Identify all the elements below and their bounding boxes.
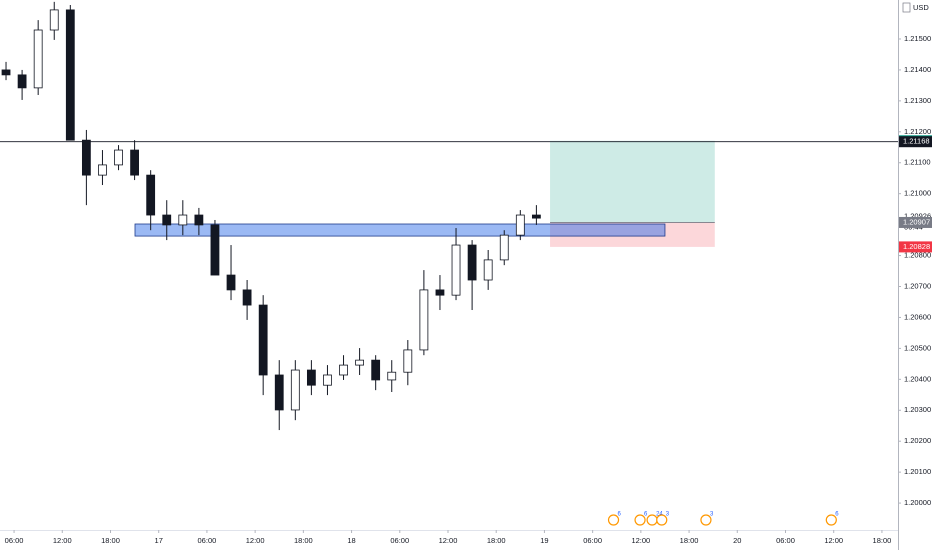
candle-body [531, 214, 541, 219]
candle-body [178, 214, 188, 226]
candle-body [1, 69, 11, 76]
candle-body [483, 259, 493, 281]
x-tick-label: 06:00 [198, 536, 217, 545]
y-tick-label: 1.21500 [904, 34, 931, 43]
y-tick-label: 1.20200 [904, 436, 931, 445]
y-tick-label: 1.21200 [904, 127, 931, 136]
candle-body [515, 214, 525, 236]
y-tick-label: 1.20600 [904, 312, 931, 321]
rectangle-drawing [134, 223, 666, 237]
x-tick-label: 06:00 [583, 536, 602, 545]
y-tick-label: 1.20400 [904, 374, 931, 383]
x-tick-label: 18:00 [294, 536, 313, 545]
candle-body [17, 74, 27, 89]
x-tick-label: 06:00 [776, 536, 795, 545]
x-tick-label: 06:00 [390, 536, 409, 545]
event-icon [700, 514, 712, 526]
candle-body [451, 244, 461, 296]
candle-body [242, 289, 252, 306]
x-tick-label: 12:00 [824, 536, 843, 545]
price-tag [899, 216, 932, 228]
candle-body [435, 289, 445, 296]
price-tag-label: 1.20828 [903, 242, 930, 251]
event-count: 6 [644, 512, 648, 518]
candle-body [226, 274, 236, 291]
y-tick-label: 1.20700 [904, 281, 931, 290]
candle-body [210, 224, 220, 276]
position-loss-zone [550, 222, 715, 247]
candle-body [274, 374, 284, 411]
y-tick-label: 1.20500 [904, 343, 931, 352]
candle-body [419, 289, 429, 351]
x-tick-label: 17 [155, 536, 163, 545]
y-tick-label: 1.21300 [904, 96, 931, 105]
price-tag [899, 241, 932, 253]
x-tick-label: 18 [347, 536, 355, 545]
price-tag-label: 1.21168 [903, 137, 930, 146]
event-count: 3 [666, 512, 670, 518]
y-tick-label: 1.20100 [904, 467, 931, 476]
x-tick-label: 18:00 [680, 536, 699, 545]
x-tick-label: 12:00 [439, 536, 458, 545]
candle-body [194, 214, 204, 226]
event-icon [825, 514, 837, 526]
candle-body [49, 9, 59, 31]
candle-body [371, 359, 381, 381]
candle-body [387, 371, 397, 381]
x-tick-label: 12:00 [631, 536, 650, 545]
event-count: 24 [656, 512, 663, 518]
position-profit-zone [550, 140, 715, 223]
y-tick-label: 1.21400 [904, 65, 931, 74]
price-tag [899, 136, 932, 148]
candle-body [290, 369, 300, 411]
candle-body [98, 164, 107, 176]
x-tick-label: 06:00 [5, 536, 24, 545]
candle-body [355, 359, 365, 366]
x-tick-label: 12:00 [53, 536, 72, 545]
x-tick-label: 18:00 [873, 536, 892, 545]
x-tick-label: 19 [540, 536, 548, 545]
candle-body [306, 369, 316, 386]
x-tick-label: 18:00 [487, 536, 506, 545]
candle-body [403, 349, 413, 373]
event-icon [634, 514, 646, 526]
x-tick-label: 18:00 [101, 536, 120, 545]
last-price-label: 1.20926 [904, 212, 931, 221]
event-icon [656, 514, 668, 526]
event-count: 6 [618, 512, 622, 518]
event-count: 6 [835, 512, 839, 518]
y-tick-label: 1.20300 [904, 405, 931, 414]
candle-body [162, 214, 172, 226]
currency-label[interactable]: USD [913, 3, 929, 12]
x-tick-label: 20 [733, 536, 741, 545]
x-tick-label: 12:00 [246, 536, 265, 545]
candle-body [65, 9, 75, 141]
price-tag-label: 1.20907 [903, 217, 930, 226]
candle-body [146, 174, 156, 216]
candle-body [467, 244, 477, 281]
y-tick-label: 1.20800 [904, 251, 931, 260]
candle-body [81, 139, 91, 176]
candle-body [33, 29, 43, 89]
candle-body [323, 374, 332, 386]
candle-body [258, 304, 268, 376]
y-tick-label: 1.20000 [904, 498, 931, 507]
candle-body [339, 364, 348, 376]
event-icon [607, 514, 620, 526]
event-count: 3 [710, 512, 714, 518]
currency-icon[interactable] [902, 2, 911, 13]
candle-body [130, 149, 139, 176]
candle-body [114, 149, 123, 166]
y-tick-label: 1.21100 [904, 158, 931, 167]
y-tick-label: 1.21000 [904, 189, 931, 198]
candle-body [499, 234, 509, 261]
